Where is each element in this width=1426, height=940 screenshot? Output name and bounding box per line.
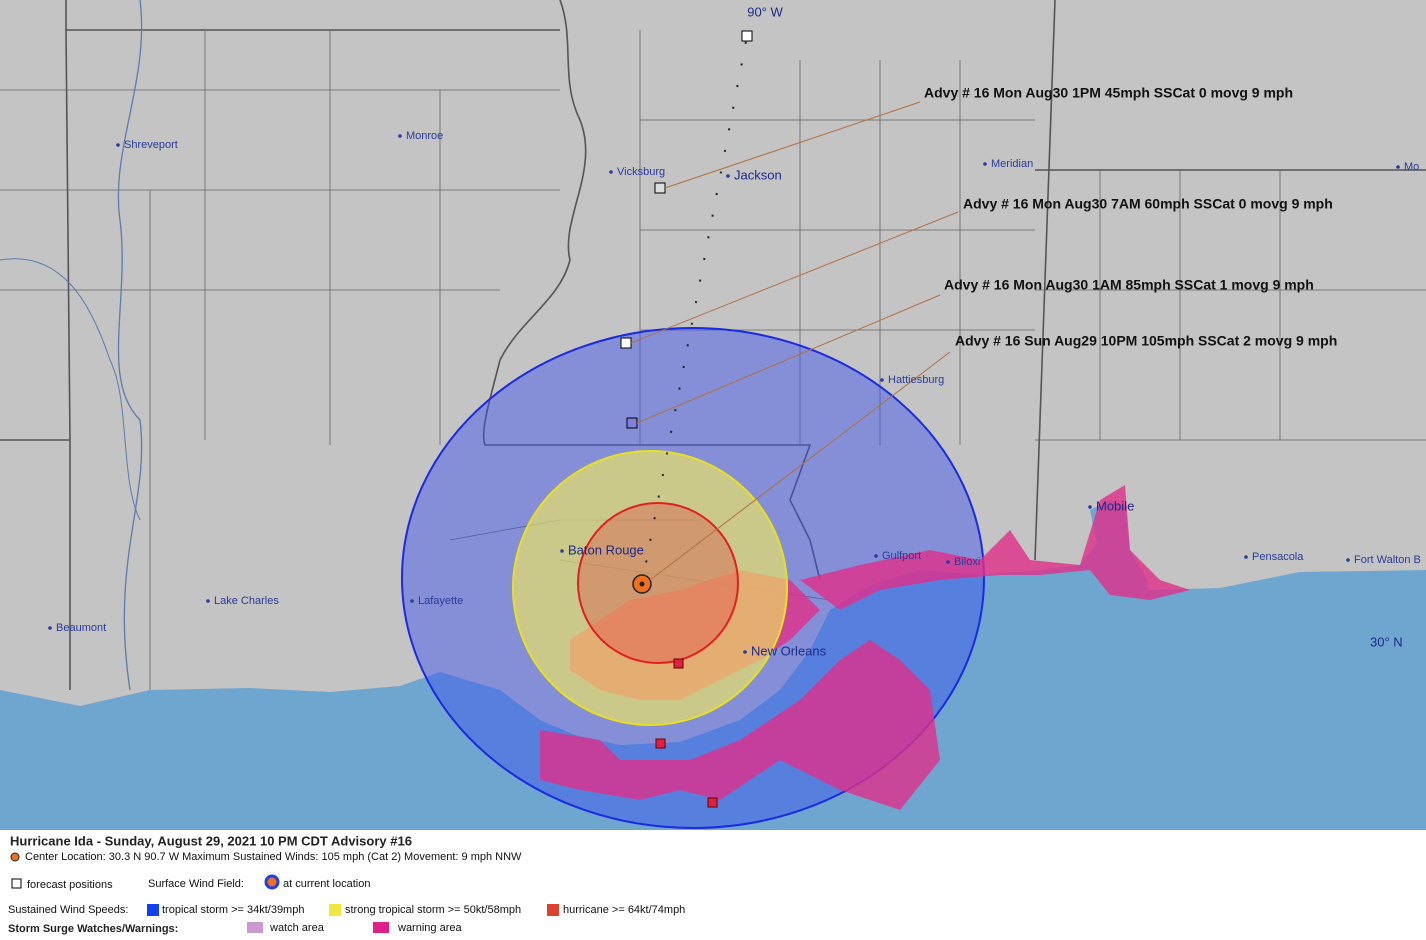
swatch (547, 904, 559, 916)
city-label: Pensacola (1252, 551, 1304, 563)
city-dot (743, 650, 747, 654)
city-dot (1346, 558, 1350, 562)
labels: 90° W 30° N Advy # 16 Mon Aug30 1PM 45mp… (747, 4, 1402, 649)
city-label: Fort Walton B (1354, 554, 1421, 566)
city-label: Shreveport (124, 139, 178, 151)
city-label: Baton Rouge (568, 542, 644, 557)
city-label: Beaumont (56, 622, 106, 634)
city-dot (874, 554, 878, 558)
city-dot (609, 170, 613, 174)
advisory-label: Advy # 16 Mon Aug30 1PM 45mph SSCat 0 mo… (924, 85, 1293, 101)
legend-text: strong tropical storm >= 50kt/58mph (345, 904, 521, 916)
advisory-label: Advy # 16 Mon Aug30 7AM 60mph SSCat 0 mo… (963, 196, 1333, 212)
parallel-label: 30° N (1370, 634, 1403, 649)
city-dot (48, 626, 52, 630)
advisory-label: Advy # 16 Mon Aug30 1AM 85mph SSCat 1 mo… (944, 277, 1314, 293)
swatch (147, 904, 159, 916)
city-dot (726, 174, 730, 178)
legend-text: hurricane >= 64kt/74mph (563, 904, 685, 916)
center-info: Center Location: 30.3 N 90.7 W Maximum S… (25, 851, 522, 863)
city-label: Monroe (406, 130, 443, 142)
legend-panel (0, 830, 1426, 940)
legend-text: forecast positions (27, 879, 113, 891)
city-dot (398, 134, 402, 138)
city-label: Hattiesburg (888, 374, 944, 386)
city-label: Lafayette (418, 595, 463, 607)
advisory-label: Advy # 16 Sun Aug29 10PM 105mph SSCat 2 … (955, 333, 1337, 349)
legend-text: tropical storm >= 34kt/39mph (162, 904, 304, 916)
forecast-track (620, 30, 753, 808)
legend-text: Storm Surge Watches/Warnings: (8, 923, 178, 935)
city-label: Mobile (1096, 498, 1134, 513)
city-label: Mo (1404, 161, 1419, 173)
swatch (329, 904, 341, 916)
city-label: Meridian (991, 158, 1033, 170)
swatch (373, 922, 389, 933)
legend-title: Hurricane Ida - Sunday, August 29, 2021 … (10, 833, 412, 848)
city-dot (560, 549, 564, 553)
legend-text: at current location (283, 878, 370, 890)
forecast-icon (11, 878, 22, 889)
city-label: Biloxi (954, 556, 980, 568)
advisory-leaders (630, 101, 959, 581)
gulf-of-mexico (0, 540, 1426, 830)
city-label: New Orleans (751, 643, 827, 658)
city-label: Vicksburg (617, 166, 665, 178)
city-label: Gulfport (882, 550, 921, 562)
city-dot (1088, 505, 1092, 509)
swatch (247, 922, 263, 933)
city-dot (410, 599, 414, 603)
legend-text: Surface Wind Field: (148, 878, 244, 890)
current-location-icon (264, 874, 280, 890)
city-dot (880, 378, 884, 382)
hurricane-wind-field (577, 502, 739, 664)
city-dot (206, 599, 210, 603)
city-dot (983, 162, 987, 166)
city-label: Jackson (734, 167, 782, 182)
city-dot (946, 560, 950, 564)
city-dot (1396, 165, 1400, 169)
legend-text: warning area (397, 922, 462, 934)
legend-text: Sustained Wind Speeds: (8, 904, 128, 916)
center-icon (10, 852, 20, 862)
borders (0, 0, 1426, 691)
city-dot (116, 143, 120, 147)
city-dot (1244, 555, 1248, 559)
legend-text: watch area (269, 922, 325, 934)
city-label: Lake Charles (214, 595, 279, 607)
meridian-label: 90° W (747, 4, 783, 19)
